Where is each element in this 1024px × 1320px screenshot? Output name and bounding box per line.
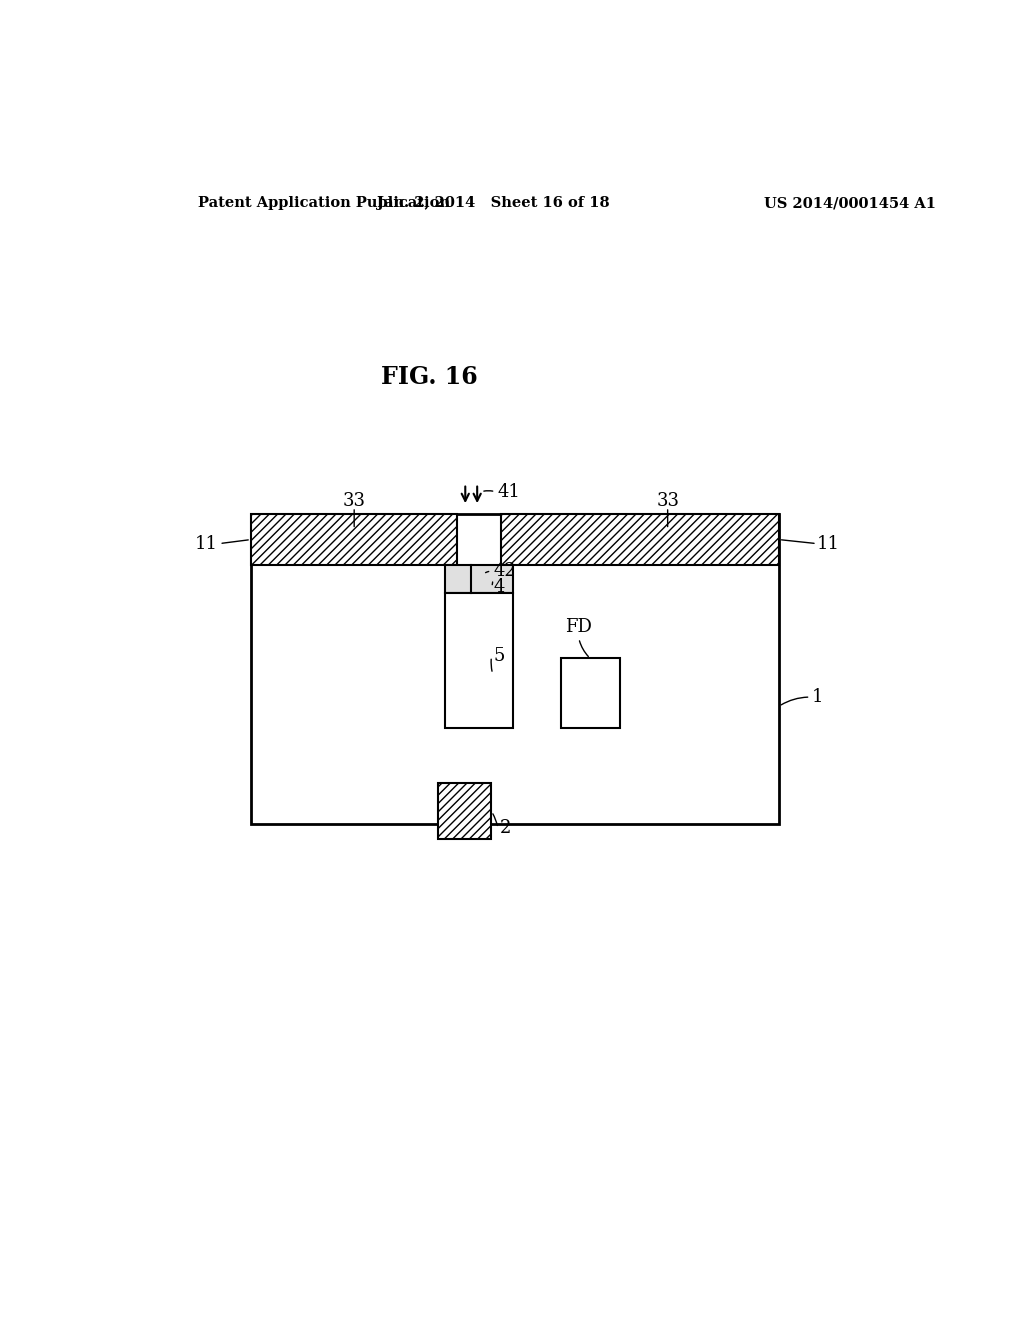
Bar xyxy=(445,594,513,727)
Text: FD: FD xyxy=(565,618,592,636)
Bar xyxy=(251,513,458,565)
Text: US 2014/0001454 A1: US 2014/0001454 A1 xyxy=(764,197,936,210)
Text: 42: 42 xyxy=(494,562,516,579)
Bar xyxy=(560,659,621,727)
Text: 4: 4 xyxy=(494,578,505,597)
Text: 33: 33 xyxy=(656,492,679,510)
Bar xyxy=(445,565,513,594)
Text: 11: 11 xyxy=(195,535,217,553)
Text: 2: 2 xyxy=(500,820,511,837)
Text: 1: 1 xyxy=(812,688,823,706)
Bar xyxy=(251,515,778,824)
Text: Patent Application Publication: Patent Application Publication xyxy=(198,197,450,210)
Bar xyxy=(437,784,492,840)
Text: 41: 41 xyxy=(497,483,520,500)
Text: 5: 5 xyxy=(494,647,505,665)
Text: 11: 11 xyxy=(816,535,840,553)
Text: 33: 33 xyxy=(343,492,366,510)
Bar xyxy=(459,565,500,583)
Text: FIG. 16: FIG. 16 xyxy=(381,364,478,389)
Bar xyxy=(501,513,779,565)
Text: Jan. 2, 2014   Sheet 16 of 18: Jan. 2, 2014 Sheet 16 of 18 xyxy=(377,197,609,210)
